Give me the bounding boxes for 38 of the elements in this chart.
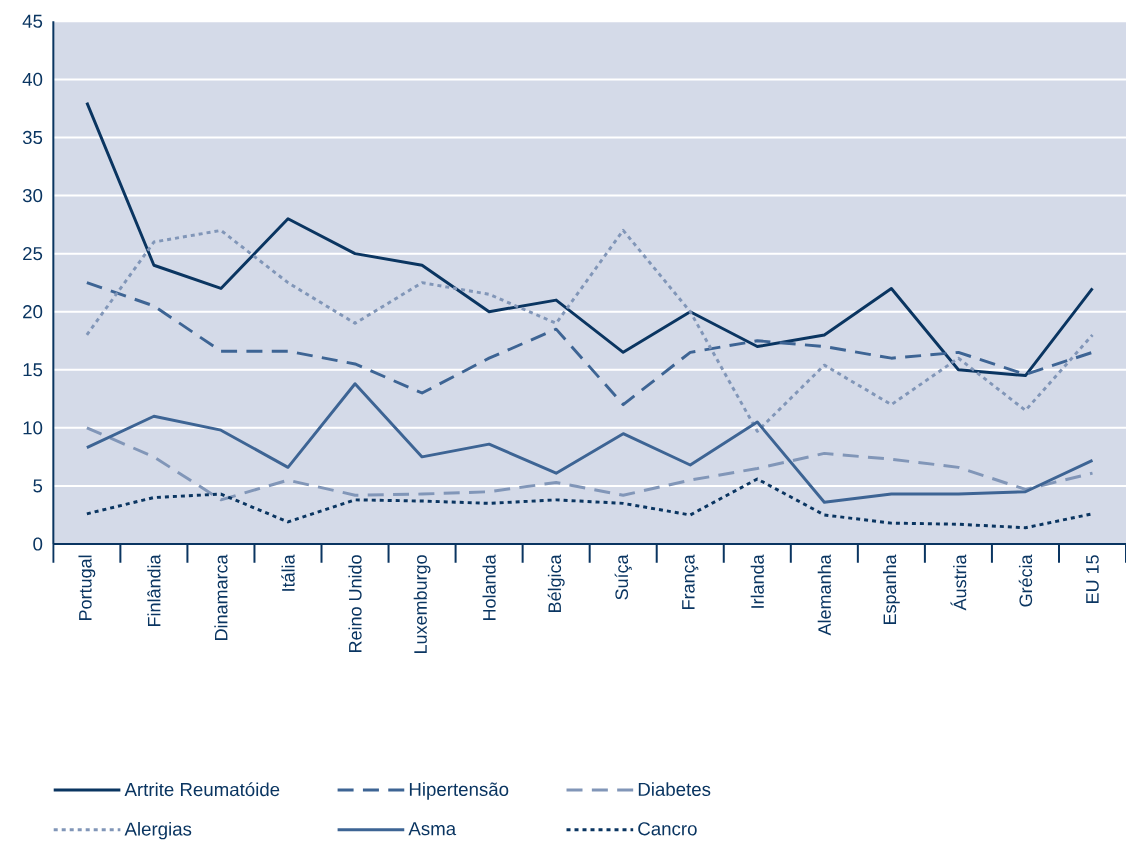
x-tick-label: Irlanda: [750, 554, 764, 608]
x-tick-label: Dinamarca: [214, 554, 228, 640]
line-series: [85, 477, 1094, 530]
y-tick-label: 25: [23, 247, 43, 261]
line-series: [85, 228, 1094, 433]
x-tick-label: Holanda: [482, 554, 496, 620]
y-tick-label: 30: [22, 188, 43, 203]
legend-label: Artrite Reumatóide: [124, 782, 280, 797]
x-tick-label: Finlândia: [147, 554, 161, 626]
x-tick-label: França: [682, 554, 699, 609]
x-tick-label: Grécia: [1018, 554, 1033, 607]
x-tick-label: Bélgica: [547, 554, 565, 612]
legend-label: Cancro: [638, 822, 697, 836]
y-tick-label: 0: [33, 537, 43, 551]
legend-label: Alergias: [124, 821, 192, 840]
y-tick-label: 10: [23, 421, 43, 435]
line-series: [85, 281, 1094, 407]
y-tick-label: 5: [33, 479, 43, 493]
y-tick-label: 20: [23, 305, 43, 319]
line-series: [85, 426, 1094, 502]
y-tick-label: 40: [22, 72, 43, 87]
legend-label: Diabetes: [638, 782, 711, 797]
x-tick-label: Portugal: [78, 555, 96, 620]
x-tick-label: Áustria: [950, 554, 967, 611]
x-tick-label: Suíça: [614, 554, 632, 600]
x-tick-label: Reino Unido: [348, 555, 362, 652]
x-tick-label: EU 15: [1086, 555, 1099, 603]
x-tick-label: Alemanha: [817, 554, 831, 636]
y-tick-label: 45: [22, 14, 43, 28]
legend-label: Hipertensão: [409, 782, 509, 800]
y-tick-label: 15: [23, 363, 43, 377]
legend-label: Asma: [408, 822, 457, 836]
x-tick-label: Itália: [281, 554, 295, 591]
line-series: [85, 382, 1094, 504]
y-tick-label: 35: [22, 130, 43, 145]
x-tick-label: Espanha: [882, 554, 900, 624]
line-series: [85, 101, 1094, 378]
x-tick-label: Luxemburgo: [413, 555, 431, 653]
